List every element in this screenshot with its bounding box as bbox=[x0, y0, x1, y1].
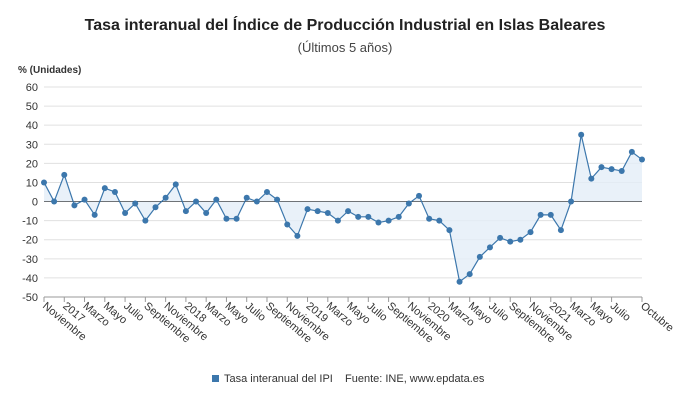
point bbox=[588, 175, 595, 182]
point bbox=[365, 213, 372, 220]
point bbox=[223, 215, 230, 222]
y-axis-label: % (Unidades) bbox=[18, 65, 81, 76]
point bbox=[142, 217, 149, 224]
chart-title: Tasa interanual del Índice de Producción… bbox=[85, 15, 606, 34]
point bbox=[537, 211, 544, 218]
point bbox=[243, 194, 250, 201]
point bbox=[111, 189, 118, 195]
point bbox=[152, 204, 159, 211]
point bbox=[203, 210, 210, 216]
area bbox=[44, 134, 642, 282]
chart-subtitle: (Últimos 5 años) bbox=[298, 40, 393, 55]
point bbox=[122, 210, 129, 216]
point bbox=[233, 215, 240, 222]
point bbox=[172, 181, 179, 188]
y-tick-label: 40 bbox=[26, 120, 38, 132]
point bbox=[182, 208, 189, 215]
y-tick-label: 0 bbox=[32, 197, 38, 209]
point bbox=[568, 198, 575, 205]
x-tick-label: Octubre bbox=[638, 300, 676, 334]
point bbox=[91, 211, 98, 218]
point bbox=[304, 206, 311, 213]
y-tick-label: -10 bbox=[22, 216, 38, 228]
point bbox=[101, 185, 108, 192]
y-tick-label: 10 bbox=[26, 177, 38, 189]
point bbox=[446, 227, 453, 234]
y-tick-label: 50 bbox=[26, 101, 38, 113]
point bbox=[517, 236, 524, 243]
point bbox=[345, 208, 352, 215]
y-tick-label: 20 bbox=[26, 158, 38, 170]
point bbox=[263, 189, 270, 195]
point bbox=[334, 217, 341, 224]
point bbox=[355, 213, 362, 220]
point bbox=[274, 196, 281, 203]
point bbox=[253, 198, 260, 205]
point bbox=[61, 171, 68, 178]
legend-label: Tasa interanual del IPI bbox=[224, 373, 333, 385]
y-tick-label: -30 bbox=[22, 254, 38, 266]
point bbox=[193, 198, 200, 205]
point bbox=[324, 210, 331, 216]
y-tick-label: -40 bbox=[22, 273, 38, 285]
point bbox=[497, 234, 504, 241]
point bbox=[486, 244, 493, 251]
point bbox=[71, 202, 78, 209]
point bbox=[456, 278, 463, 285]
point bbox=[51, 198, 58, 205]
y-tick-label: 60 bbox=[26, 82, 38, 94]
point bbox=[527, 229, 534, 236]
point bbox=[628, 148, 635, 155]
point bbox=[385, 217, 392, 224]
point bbox=[578, 131, 585, 138]
point bbox=[436, 217, 443, 224]
point bbox=[547, 211, 554, 218]
point bbox=[81, 196, 88, 203]
point bbox=[162, 194, 169, 201]
legend-swatch bbox=[212, 375, 219, 382]
point bbox=[466, 271, 473, 278]
y-tick-label: 30 bbox=[26, 139, 38, 151]
point bbox=[41, 179, 47, 186]
point bbox=[618, 168, 625, 174]
point bbox=[598, 164, 605, 171]
y-tick-label: -20 bbox=[22, 235, 38, 247]
point bbox=[507, 238, 514, 245]
point bbox=[608, 166, 615, 173]
point bbox=[375, 219, 382, 226]
point bbox=[426, 215, 433, 222]
point bbox=[284, 221, 291, 228]
point bbox=[395, 213, 402, 220]
point bbox=[476, 253, 483, 260]
point bbox=[405, 200, 412, 207]
point bbox=[639, 156, 645, 163]
point bbox=[132, 200, 139, 207]
point bbox=[213, 196, 220, 203]
source: Fuente: INE, www.epdata.es bbox=[345, 373, 485, 385]
point bbox=[557, 227, 564, 234]
point bbox=[416, 192, 423, 199]
point bbox=[294, 232, 301, 239]
y-tick-label: -50 bbox=[22, 292, 38, 304]
point bbox=[314, 208, 321, 215]
